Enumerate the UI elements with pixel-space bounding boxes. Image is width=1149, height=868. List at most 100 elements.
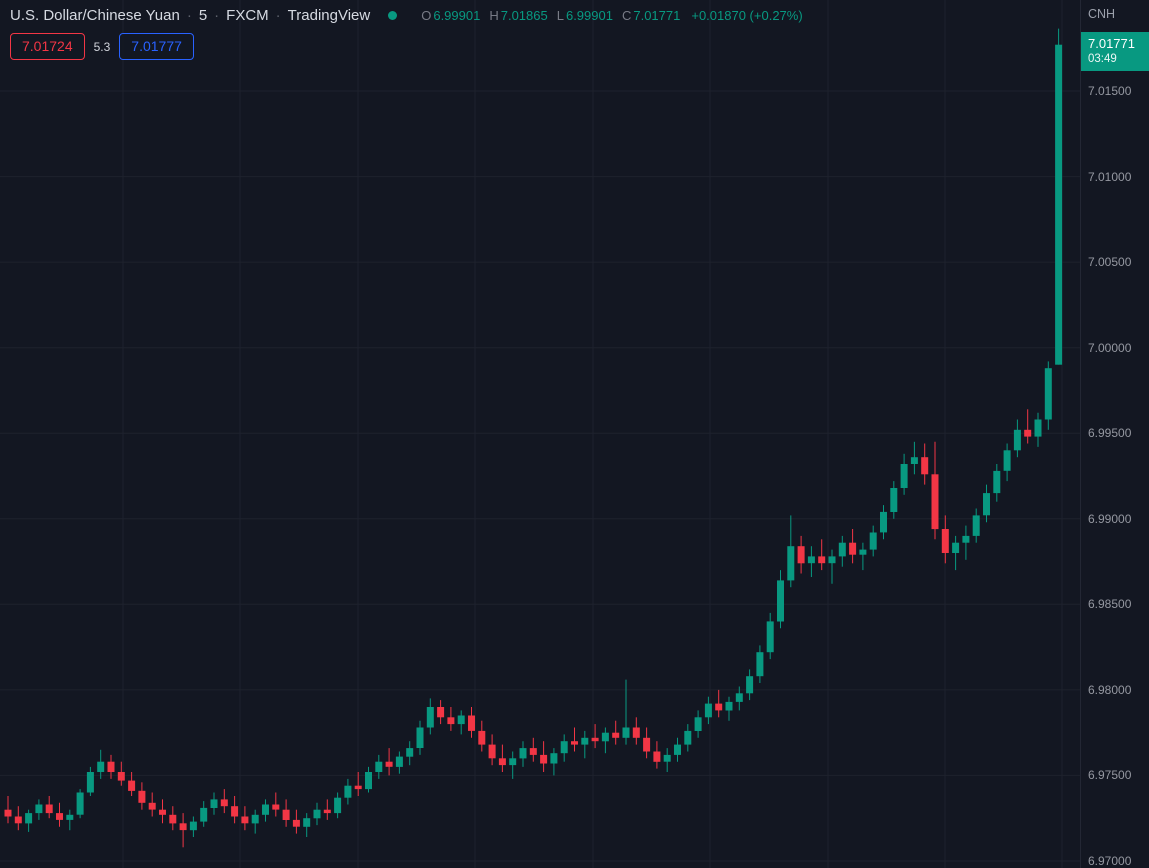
candle-body xyxy=(1055,44,1063,365)
candle-body xyxy=(828,556,836,564)
candle-body xyxy=(993,470,1001,494)
candle-body xyxy=(375,761,383,772)
candle-body xyxy=(66,814,74,820)
candle-body xyxy=(107,761,115,772)
candle-body xyxy=(231,806,239,817)
candle-body xyxy=(35,804,43,814)
candle-body xyxy=(725,701,733,711)
candle-body xyxy=(97,761,105,772)
candle-body xyxy=(478,730,486,745)
candle-body xyxy=(138,790,146,803)
candle-body xyxy=(663,754,671,762)
candle-body xyxy=(1044,368,1052,420)
candle-body xyxy=(128,780,136,791)
candle-body xyxy=(880,511,887,533)
separator-dot: · xyxy=(214,7,220,24)
candle-body xyxy=(643,737,651,752)
candle-body xyxy=(56,813,63,820)
candle-body xyxy=(931,474,939,530)
candle-body xyxy=(972,515,980,536)
low-label: L xyxy=(556,8,564,23)
interval-label[interactable]: 5 xyxy=(198,7,208,24)
candle-body xyxy=(612,732,620,738)
candle-body xyxy=(1003,450,1011,471)
high-label: H xyxy=(489,8,499,23)
separator-dot: · xyxy=(275,7,281,24)
candle-body xyxy=(406,748,414,757)
candle-body xyxy=(509,758,517,766)
price-axis-label: 6.98000 xyxy=(1088,682,1132,697)
candle-body xyxy=(622,727,630,738)
candle-body xyxy=(323,809,331,814)
candle-body xyxy=(282,809,290,820)
candle-body xyxy=(86,772,94,793)
sell-bid-button[interactable]: 7.01724 xyxy=(10,33,85,60)
candle-body xyxy=(735,693,743,702)
candlestick-chart[interactable] xyxy=(0,0,1080,868)
candle-body xyxy=(251,814,259,824)
market-open-status-icon[interactable] xyxy=(388,11,398,20)
chart-area[interactable] xyxy=(0,0,1080,868)
buy-ask-button[interactable]: 7.01777 xyxy=(119,33,194,60)
candle-body xyxy=(210,799,218,808)
close-value: 7.01771 xyxy=(633,8,681,23)
candle-body xyxy=(334,797,342,814)
candle-body xyxy=(869,532,877,550)
candle-body xyxy=(519,748,527,759)
candle-body xyxy=(468,715,475,731)
currency-label: CNH xyxy=(1088,7,1116,21)
candle-body xyxy=(818,556,826,564)
candle-body xyxy=(952,542,960,553)
candle-body xyxy=(581,737,589,745)
exchange-label[interactable]: FXCM xyxy=(226,7,269,24)
candle-body xyxy=(777,580,784,622)
candle-body xyxy=(25,813,33,824)
symbol-title[interactable]: U.S. Dollar/Chinese Yuan xyxy=(10,7,180,24)
candle-body xyxy=(571,741,578,745)
candle-body xyxy=(540,754,548,764)
candle-body xyxy=(601,732,609,742)
candle-body xyxy=(200,807,208,822)
price-axis[interactable]: CNH 7.01500 7.01000 7.00500 7.00000 6.99500 6… xyxy=(1080,0,1149,868)
candle-body xyxy=(684,730,692,745)
candle-body xyxy=(591,737,599,742)
candle-body xyxy=(437,707,445,718)
candle-body xyxy=(890,488,898,512)
candle-body xyxy=(117,772,125,781)
price-axis-label: 6.97500 xyxy=(1088,768,1132,783)
price-axis-label: 6.99000 xyxy=(1088,511,1132,526)
price-axis-label: 7.01000 xyxy=(1088,169,1132,184)
candle-body xyxy=(1013,429,1021,451)
price-axis-label: 6.99500 xyxy=(1088,426,1132,441)
candle-body xyxy=(272,804,280,810)
close-label: C xyxy=(621,8,632,23)
candle-body xyxy=(457,715,465,725)
candle-body xyxy=(416,727,424,748)
candle-body xyxy=(1034,419,1042,437)
bid-ask-row: 7.01724 5.3 7.01777 xyxy=(10,33,803,60)
candle-body xyxy=(529,748,537,755)
candle-body xyxy=(313,809,321,819)
candle-body xyxy=(694,717,702,731)
candle-body xyxy=(426,707,434,728)
candle-body xyxy=(488,744,496,759)
candle-body xyxy=(983,493,990,516)
candle-body xyxy=(1024,429,1032,437)
candle-body xyxy=(292,819,300,827)
platform-label[interactable]: TradingView xyxy=(287,7,371,24)
ohlc-values: O 6.99901 H 7.01865 L 6.99901 C 7.01771 … xyxy=(421,8,802,23)
candle-body xyxy=(189,821,197,831)
candle-body xyxy=(766,621,774,653)
candle-body xyxy=(715,703,723,711)
candle-body xyxy=(849,542,857,555)
candle-body xyxy=(704,703,712,718)
candle-body xyxy=(674,744,681,755)
candle-body xyxy=(797,546,805,564)
price-axis-label: 6.98500 xyxy=(1088,597,1132,612)
candle-body xyxy=(498,758,506,766)
separator-dot: · xyxy=(186,7,192,24)
candle-body xyxy=(838,542,846,557)
candle-body xyxy=(921,457,929,475)
candle-body xyxy=(169,814,177,824)
